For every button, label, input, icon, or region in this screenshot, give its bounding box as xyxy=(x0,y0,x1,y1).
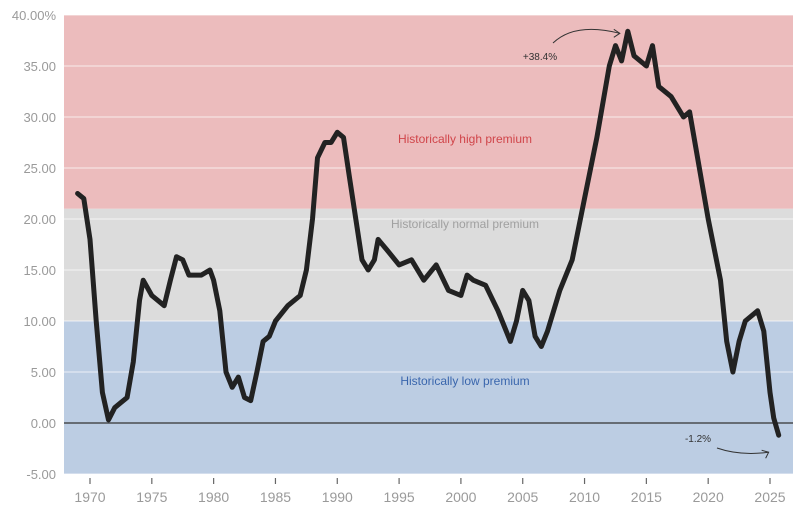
band-label: Historically normal premium xyxy=(391,217,539,231)
annotation-label: -1.2% xyxy=(685,434,711,445)
bands xyxy=(64,15,793,474)
x-tick-label: 2005 xyxy=(507,489,538,505)
y-tick-label: -5.00 xyxy=(26,467,56,482)
band-label: Historically high premium xyxy=(398,132,532,146)
x-tick-label: 2010 xyxy=(569,489,600,505)
annotation-arrow xyxy=(552,28,620,44)
y-tick-label: 20.00 xyxy=(23,212,56,227)
y-tick-label: 25.00 xyxy=(23,161,56,176)
y-axis: -5.00 0.00 5.00 10.00 15.00 20.00 25.00 30.00 35… xyxy=(12,8,57,482)
arrow-head xyxy=(761,449,770,459)
x-tick-label: 1970 xyxy=(74,489,105,505)
band-2 xyxy=(64,321,793,474)
y-tick-label: 15.00 xyxy=(23,263,56,278)
arrow-head xyxy=(613,28,621,38)
y-tick-label: 0.00 xyxy=(31,416,56,431)
x-tick-label: 2020 xyxy=(693,489,724,505)
band-label: Historically low premium xyxy=(400,374,529,388)
x-tick-label: 2015 xyxy=(631,489,662,505)
y-tick-label: 40.00% xyxy=(12,8,57,23)
y-tick-label: 30.00 xyxy=(23,110,56,125)
x-tick-label: 1975 xyxy=(136,489,167,505)
x-tick-label: 1995 xyxy=(384,489,415,505)
y-tick-label: 5.00 xyxy=(31,365,56,380)
x-tick-label: 2000 xyxy=(445,489,476,505)
band-0 xyxy=(64,15,793,209)
band-labels: Historically high premium Historically no… xyxy=(391,132,539,388)
annotations: +38.4% -1.2% xyxy=(523,28,770,459)
y-tick-label: 35.00 xyxy=(23,59,56,74)
x-tick-label: 1990 xyxy=(322,489,353,505)
x-axis: 1970 1975 1980 1985 1990 1995 2000 2005 2010 2015… xyxy=(74,478,786,505)
annotation-label: +38.4% xyxy=(523,52,557,63)
x-tick-label: 1980 xyxy=(198,489,229,505)
series-line xyxy=(75,28,782,438)
annotation-arrow xyxy=(716,447,769,454)
x-tick-label: 1985 xyxy=(260,489,291,505)
x-tick-label: 2025 xyxy=(754,489,785,505)
y-tick-label: 10.00 xyxy=(23,314,56,329)
